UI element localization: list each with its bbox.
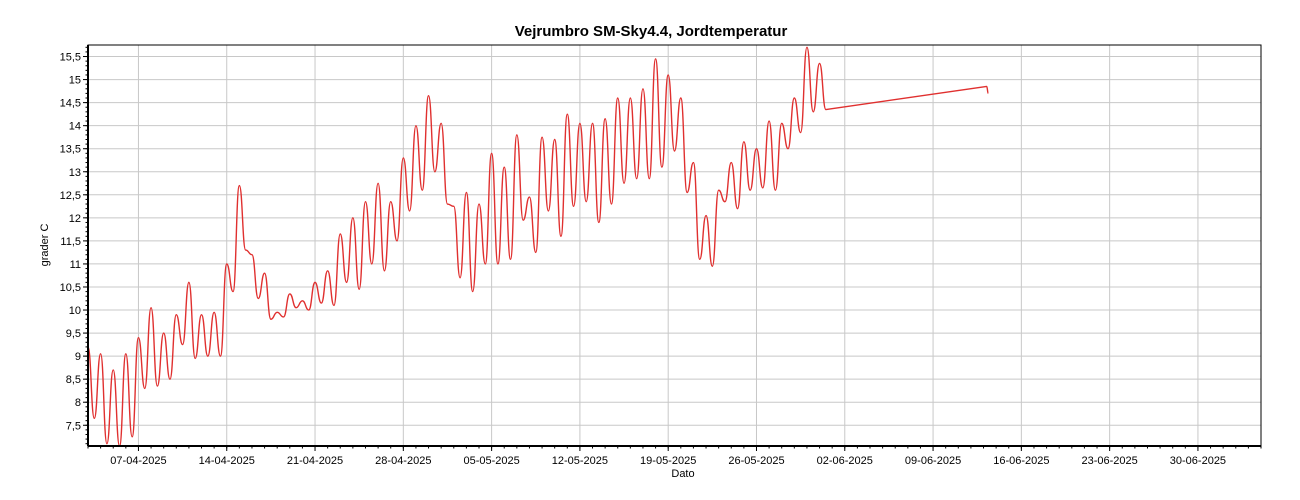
grid <box>88 45 1261 446</box>
x-tick-label: 07-04-2025 <box>110 455 166 467</box>
x-tick-label: 16-06-2025 <box>993 455 1049 467</box>
y-tick-label: 8 <box>75 397 81 409</box>
x-tick-label: 05-05-2025 <box>463 455 519 467</box>
plot-area <box>88 45 1261 446</box>
series-line <box>87 46 989 447</box>
series <box>87 46 989 447</box>
y-axis-title: grader C <box>39 224 51 267</box>
y-tick-label: 10 <box>69 305 81 317</box>
x-axis-title: Dato <box>671 468 694 480</box>
x-tick-label: 19-05-2025 <box>640 455 696 467</box>
x-tick-label: 14-04-2025 <box>199 455 255 467</box>
y-tick-label: 7,5 <box>66 420 81 432</box>
y-tick-label: 12 <box>69 213 81 225</box>
x-tick-label: 23-06-2025 <box>1082 455 1138 467</box>
x-tick-label: 21-04-2025 <box>287 455 343 467</box>
x-tick-label: 28-04-2025 <box>375 455 431 467</box>
x-tick-label: 30-06-2025 <box>1170 455 1226 467</box>
axes: 7,5 8 8,5 9 9,5 10 10,5 11 11,5 12 12,5 13 13,5 14 14,… <box>60 44 1262 467</box>
y-tick-label: 11 <box>70 259 81 271</box>
y-tick-label: 15 <box>69 75 81 87</box>
y-tick-label: 9 <box>75 351 81 363</box>
y-tick-label: 9,5 <box>66 328 81 340</box>
y-tick-label: 13 <box>69 167 81 179</box>
x-tick-label: 12-05-2025 <box>552 455 608 467</box>
x-tick-label: 26-05-2025 <box>728 455 784 467</box>
y-tick-label: 10,5 <box>60 282 81 294</box>
x-tick-label: 02-06-2025 <box>817 455 873 467</box>
chart-title: Vejrumbro SM-Sky4.4, Jordtemperatur <box>515 23 788 40</box>
y-tick-label: 8,5 <box>66 374 81 386</box>
y-tick-label: 14,5 <box>60 98 81 110</box>
y-tick-label: 11,5 <box>60 236 81 248</box>
x-tick-label: 09-06-2025 <box>905 455 961 467</box>
y-tick-label: 15,5 <box>60 52 81 64</box>
y-tick-label: 14 <box>69 121 81 133</box>
y-tick-label: 12,5 <box>60 190 81 202</box>
y-tick-label: 13,5 <box>60 144 81 156</box>
